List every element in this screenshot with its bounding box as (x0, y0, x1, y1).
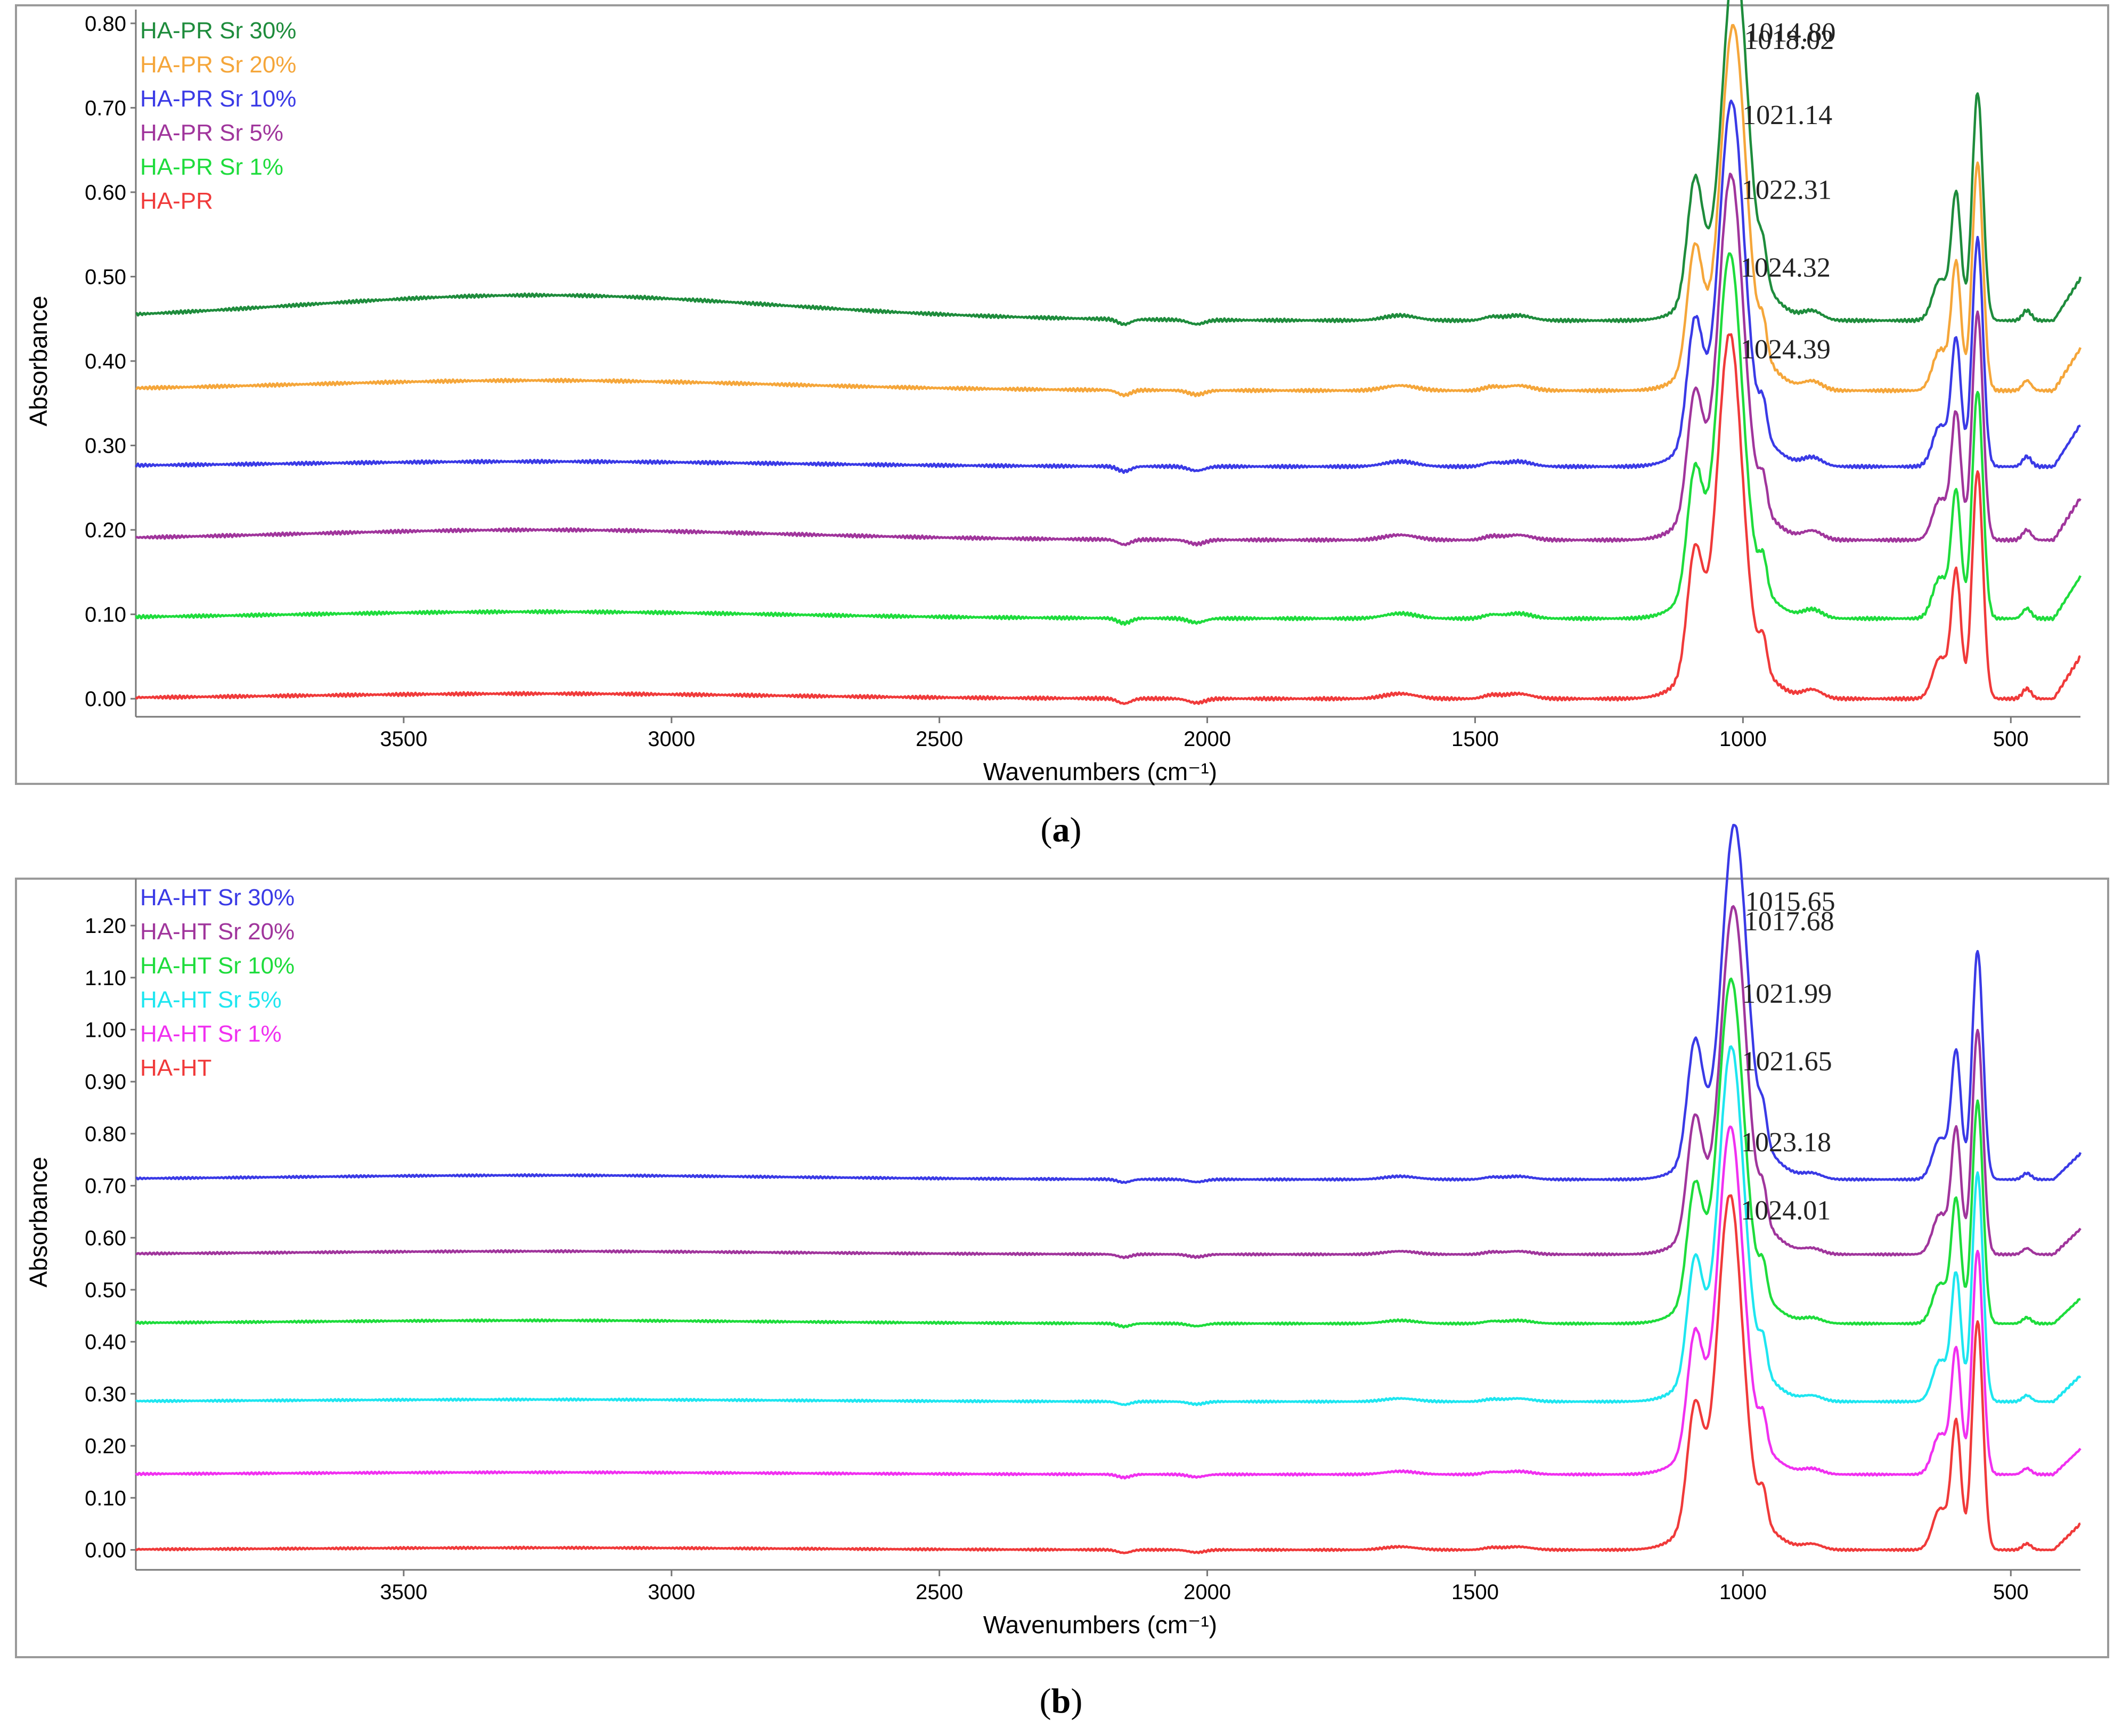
series-line-ha-pr-sr-10- (136, 101, 2080, 473)
chart-panel-b: 0.00 0.10 0.20 0.30 0.40 0.50 0.60 0.70 0.80 0.90… (25, 825, 2080, 1639)
y-tick-label: 0.60 (85, 1226, 126, 1250)
peak-label: 1022.31 (1742, 175, 1832, 206)
peak-label: 1021.99 (1742, 979, 1832, 1009)
y-tick-label: 0.20 (85, 519, 126, 542)
peak-label: 1023.18 (1741, 1127, 1831, 1158)
y-tick-label: 0.90 (85, 1070, 126, 1094)
series-line-ha-ht (136, 1195, 2080, 1553)
peak-label: 1014.80 (1745, 18, 1835, 48)
x-axis-title: Wavenumbers (cm⁻¹) (983, 758, 1217, 785)
x-tick-label: 3000 (648, 727, 695, 751)
y-tick-label: 0.20 (85, 1435, 126, 1458)
y-tick-label: 1.00 (85, 1019, 126, 1042)
x-tick-label: 2500 (916, 727, 963, 751)
x-tick-label: 1500 (1451, 727, 1499, 751)
x-tick-label: 1500 (1451, 1581, 1499, 1604)
panel-a-caption: (a) (1041, 810, 1082, 849)
legend-entry: HA-HT Sr 10% (140, 953, 295, 979)
legend: HA-PR Sr 30% HA-PR Sr 20% HA-PR Sr 10% HA-P… (140, 18, 296, 214)
legend-entry: HA-PR Sr 10% (140, 86, 296, 112)
legend-entry: HA-PR Sr 1% (140, 154, 283, 180)
y-tick-label: 0.60 (85, 181, 126, 204)
y-tick-label: 1.10 (85, 967, 126, 990)
y-tick-label: 0.50 (85, 1279, 126, 1302)
panel-a-letter: a (1052, 810, 1070, 849)
y-axis-title: Absorbance (25, 1157, 52, 1288)
x-tick-label: 1000 (1719, 1581, 1767, 1604)
y-tick-label: 0.80 (85, 12, 126, 36)
peak-label: 1021.65 (1742, 1046, 1832, 1077)
legend-entry: HA-HT Sr 5% (140, 987, 282, 1013)
y-tick-label: 1.20 (85, 914, 126, 938)
x-tick-label: 2000 (1184, 1581, 1231, 1604)
y-tick-label: 0.40 (85, 1331, 126, 1354)
peak-label: 1024.39 (1741, 334, 1831, 365)
legend-entry: HA-PR (140, 188, 213, 214)
legend-entry: HA-HT Sr 30% (140, 885, 295, 911)
legend-entry: HA-PR Sr 30% (140, 18, 296, 44)
x-tick-label: 2500 (916, 1581, 963, 1604)
y-tick-label: 0.30 (85, 1382, 126, 1406)
chart-panel-a: 0.00 0.10 0.20 0.30 0.40 0.50 0.60 0.70 0.80 3500… (25, 0, 2080, 785)
legend-entry: HA-PR Sr 5% (140, 120, 283, 146)
peak-label: 1024.32 (1741, 253, 1831, 283)
legend-entry: HA-HT Sr 20% (140, 919, 295, 945)
y-tick-label: 0.50 (85, 265, 126, 289)
legend-entry: HA-HT Sr 1% (140, 1021, 282, 1047)
y-tick-label: 0.00 (85, 687, 126, 711)
y-tick-label: 0.80 (85, 1123, 126, 1146)
peak-label: 1015.65 (1745, 887, 1835, 917)
y-tick-label: 0.70 (85, 1175, 126, 1198)
legend: HA-HT Sr 30% HA-HT Sr 20% HA-HT Sr 10% HA-H… (140, 885, 295, 1081)
y-tick-label: 0.70 (85, 96, 126, 120)
y-tick-label: 0.10 (85, 1487, 126, 1510)
x-tick-label: 3500 (380, 727, 427, 751)
peak-label: 1021.14 (1742, 100, 1832, 130)
panel-b-caption: (b) (1040, 1682, 1083, 1721)
x-tick-label: 500 (1993, 1581, 2029, 1604)
y-tick-label: 0.40 (85, 350, 126, 373)
panel-b-letter: b (1051, 1682, 1071, 1721)
legend-entry: HA-PR Sr 20% (140, 52, 296, 78)
x-tick-label: 1000 (1719, 727, 1767, 751)
x-tick-label: 3000 (648, 1581, 695, 1604)
y-tick-label: 0.10 (85, 603, 126, 627)
y-tick-label: 0.30 (85, 435, 126, 458)
peak-label: 1024.01 (1741, 1195, 1831, 1226)
y-tick-label: 0.00 (85, 1538, 126, 1562)
legend-entry: HA-HT (140, 1055, 211, 1081)
ftir-figure: 0.00 0.10 0.20 0.30 0.40 0.50 0.60 0.70 0.80 3500… (0, 0, 2122, 1736)
peak-annotations: 1024.391024.321022.311021.141018.021014.… (1741, 18, 1836, 365)
x-tick-label: 3500 (380, 1581, 427, 1604)
x-tick-label: 2000 (1184, 727, 1231, 751)
y-axis-title: Absorbance (25, 296, 52, 427)
x-axis-title: Wavenumbers (cm⁻¹) (983, 1611, 1217, 1639)
x-tick-label: 500 (1993, 727, 2029, 751)
